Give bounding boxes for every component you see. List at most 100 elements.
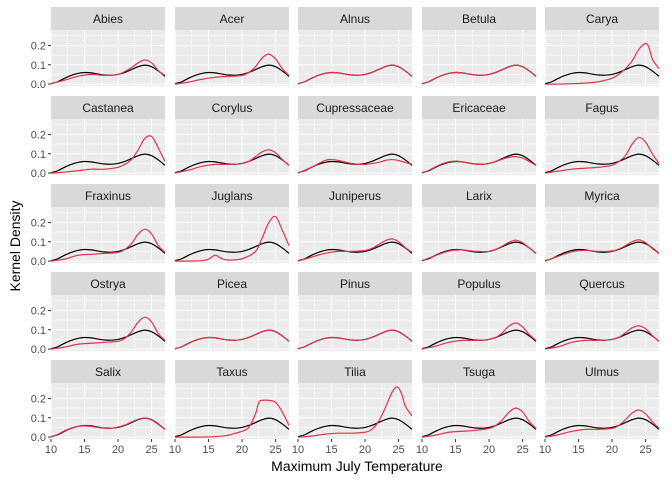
panel-background [545,30,659,86]
facet-panel: Salix 0.0 0.1 0.2 10 15 20 25 [31,360,166,456]
facet-panel: Betula [421,7,537,86]
facet-strip-label: Betula [462,12,496,26]
y-tick-label: 0.1 [31,413,46,425]
facet-panel: Carya [544,7,660,86]
taxon-density-line [421,407,537,438]
facet-strip-label: Pinus [340,277,370,291]
panel-background [175,207,289,263]
facet-strip-label: Juglans [211,189,252,203]
taxon-density-line [297,64,413,85]
panel-background [51,30,165,86]
taxon-density-line [544,42,660,85]
taxon-density-line [421,64,537,85]
facet-panel: Ostrya 0.0 0.1 0.2 [31,272,166,356]
taxon-density-line [297,238,413,262]
y-tick-label: 0.2 [31,305,46,317]
facet-strip-label: Ulmus [585,365,619,379]
facet-panels: Abies 0.0 0.1 0.2 Acer Alnus Betula Carya Castan… [31,7,660,456]
x-tick-label: 25 [269,444,281,456]
taxon-density-line [544,136,660,174]
facet-strip-label: Corylus [212,101,253,115]
facet-panel: Tilia 10 15 20 25 [292,360,413,456]
panel-background [422,383,536,439]
facet-panel: Alnus [297,7,413,86]
panel-background [51,383,165,439]
panel-background [298,295,412,351]
reference-density-line [174,241,290,262]
x-tick-label: 20 [606,444,618,456]
facet-strip-label: Myrica [584,189,620,203]
y-tick-label: 0.1 [31,60,46,72]
facet-panel: Pinus [297,272,413,351]
y-tick-label: 0.1 [31,237,46,249]
facet-panel: Cupressaceae [297,96,413,175]
facet-strip [175,184,289,207]
taxon-density-line [297,158,413,174]
y-axis-title: Kernel Density [7,200,23,291]
panel-background [545,119,659,175]
facet-panel: Quercus [544,272,660,351]
facet-strip-label: Acer [220,12,245,26]
facet-strip-label: Taxus [216,365,247,379]
taxon-density-line [50,417,166,438]
panel-background [545,295,659,351]
facet-strip [298,360,412,383]
x-tick-label: 15 [325,444,337,456]
facet-panel: Larix [421,184,537,263]
x-tick-label: 10 [539,444,551,456]
facet-strip-label: Larix [466,189,492,203]
taxon-density-line [174,215,290,262]
x-tick-label: 25 [145,444,157,456]
facet-strip-label: Tilia [344,365,366,379]
reference-density-line [50,241,166,262]
facet-strip [51,7,165,30]
facet-strip [175,96,289,119]
facet-strip-label: Populus [457,277,500,291]
taxon-density-line [50,135,166,174]
reference-density-line [421,417,537,438]
x-axis-title: Maximum July Temperature [271,458,443,474]
taxon-density-line [421,322,537,350]
taxon-density-line [174,149,290,174]
panel-background [175,383,289,439]
facet-panel: Abies 0.0 0.1 0.2 [31,7,166,91]
facet-strip [545,272,659,295]
reference-density-line [297,241,413,262]
x-tick-label: 15 [202,444,214,456]
panel-background [175,295,289,351]
y-tick-label: 0.2 [31,129,46,141]
facet-strip-label: Carya [586,12,618,26]
facet-panel: Picea [174,272,290,351]
facet-strip [422,7,536,30]
x-tick-label: 20 [112,444,124,456]
panel-background [298,119,412,175]
y-tick-label: 0.2 [31,217,46,229]
taxon-density-line [421,156,537,174]
panel-background [422,295,536,351]
facet-panel: Corylus [174,96,290,175]
facet-strip [298,272,412,295]
facet-strip-label: Salix [95,365,121,379]
facet-strip-label: Fagus [585,101,618,115]
facet-strip-label: Cupressaceae [316,101,394,115]
panel-background [298,207,412,263]
taxon-density-line [544,325,660,350]
x-tick-label: 10 [169,444,181,456]
facet-strip [422,272,536,295]
panel-background [51,119,165,175]
y-tick-label: 0.0 [31,256,46,268]
facet-panel: Acer [174,7,290,86]
taxon-density-line [50,316,166,350]
facet-strip [422,184,536,207]
reference-density-line [174,417,290,438]
reference-density-line [50,329,166,350]
facet-strip [298,184,412,207]
facet-strip-label: Castanea [82,101,134,115]
y-tick-label: 0.0 [31,168,46,180]
panel-background [51,207,165,263]
panel-background [175,30,289,86]
reference-density-line [297,417,413,438]
reference-density-line [544,153,660,174]
facet-strip [298,96,412,119]
